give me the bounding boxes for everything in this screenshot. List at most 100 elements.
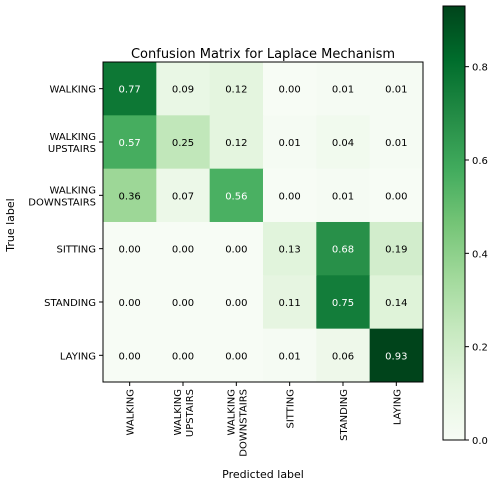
- heatmap-cell: [209, 62, 264, 116]
- cell-value-label: 0.01: [279, 138, 301, 149]
- y-tick-label: SITTING: [56, 245, 96, 256]
- heatmap-cell-labels: 0.77 0.09 0.12 0.00 0.01 0.01 0.57 0.25 0.12 0.01…: [119, 85, 408, 363]
- heatmap-cell: [156, 115, 211, 170]
- y-tick-label: WALKING UPSTAIRS: [48, 132, 96, 155]
- cell-value-label: 0.04: [332, 138, 354, 149]
- colorbar-tick-label: 0.6: [472, 156, 488, 167]
- heatmap-cell: [262, 275, 317, 330]
- cell-value-label: 0.00: [119, 245, 141, 256]
- y-axis-label: True label: [4, 198, 17, 252]
- heatmap-cell: [103, 62, 157, 116]
- cell-value-label: 0.00: [225, 351, 247, 362]
- cell-value-label: 0.07: [172, 191, 194, 202]
- colorbar-gradient: [442, 5, 466, 441]
- cell-value-label: 0.01: [332, 191, 354, 202]
- x-tick-label-group: WALKINGDOWNSTAIRS: [226, 389, 249, 457]
- heatmap-cell: [209, 115, 264, 170]
- heatmap-cell: [369, 328, 424, 383]
- heatmap-cell: [209, 168, 264, 223]
- x-tick-label: SITTING: [286, 389, 297, 429]
- cell-value-label: 0.00: [119, 298, 141, 309]
- heatmap-cell: [316, 221, 371, 276]
- cell-value-label: 0.12: [225, 85, 247, 96]
- cell-value-label: 0.19: [385, 245, 407, 256]
- x-tick-label-group: WALKINGUPSTAIRS: [173, 389, 196, 437]
- x-tick-label: WALKINGUPSTAIRS: [173, 389, 196, 437]
- y-tick-label: LAYING: [60, 351, 96, 362]
- plot-frame: [102, 61, 424, 383]
- cell-value-label: 0.36: [119, 191, 141, 202]
- cell-value-label: 0.00: [225, 245, 247, 256]
- cell-value-label: 0.00: [279, 85, 301, 96]
- x-tick-label-group: LAYING: [392, 389, 403, 425]
- heatmap-cell: [369, 221, 424, 276]
- heatmap-cell: [316, 328, 371, 383]
- cell-value-label: 0.00: [119, 351, 141, 362]
- heatmap-cell: [209, 221, 264, 276]
- heatmap-cell: [262, 328, 317, 383]
- cell-value-label: 0.01: [385, 138, 407, 149]
- cell-value-label: 0.00: [172, 245, 194, 256]
- x-tick-label: WALKING: [126, 389, 137, 436]
- heatmap-cells: [103, 62, 424, 383]
- x-tick-label-group: WALKING: [126, 389, 137, 436]
- cell-value-label: 0.56: [225, 191, 247, 202]
- heatmap-cell: [156, 221, 211, 276]
- chart-title: Confusion Matrix for Laplace Mechanism: [131, 47, 395, 62]
- heatmap-cell: [103, 221, 157, 276]
- colorbar-ticks: 0.0 0.2 0.4 0.6 0.8: [465, 63, 488, 447]
- cell-value-label: 0.68: [332, 245, 354, 256]
- colorbar-tick-label: 0.8: [472, 63, 488, 74]
- cell-value-label: 0.57: [119, 138, 141, 149]
- heatmap-cell: [316, 168, 371, 223]
- cell-value-label: 0.00: [172, 298, 194, 309]
- heatmap-cell: [103, 168, 157, 223]
- colorbar-tick-label: 0.2: [472, 343, 488, 354]
- heatmap-cell: [156, 328, 211, 383]
- cell-value-label: 0.00: [279, 191, 301, 202]
- cell-value-label: 0.11: [279, 298, 301, 309]
- heatmap-cell: [316, 115, 371, 170]
- cell-value-label: 0.00: [225, 298, 247, 309]
- x-axis-ticks: WALKING WALKINGUPSTAIRS WALKINGDOWNSTAIRS S…: [126, 381, 403, 457]
- x-axis-label: Predicted label: [222, 468, 304, 481]
- heatmap-cell: [103, 328, 157, 383]
- heatmap-cell: [103, 115, 157, 170]
- heatmap-cell: [262, 168, 317, 223]
- cell-value-label: 0.01: [332, 85, 354, 96]
- heatmap-cell: [209, 328, 264, 383]
- x-tick-label-group: SITTING: [286, 389, 297, 429]
- heatmap-cell: [316, 62, 371, 116]
- colorbar: 0.0 0.2 0.4 0.6 0.8: [442, 5, 488, 447]
- heatmap-cell: [156, 168, 211, 223]
- y-tick-label: STANDING: [44, 298, 96, 309]
- heatmap-cell: [209, 275, 264, 330]
- cell-value-label: 0.09: [172, 85, 194, 96]
- cell-value-label: 0.01: [279, 351, 301, 362]
- y-tick-label: WALKING DOWNSTAIRS: [28, 185, 96, 208]
- cell-value-label: 0.14: [385, 298, 407, 309]
- cell-value-label: 0.01: [385, 85, 407, 96]
- heatmap-cell: [103, 275, 157, 330]
- y-axis-ticks: WALKING WALKING UPSTAIRS WALKING DOWNSTAIRS S…: [28, 85, 103, 362]
- y-tick-label: WALKING: [50, 85, 97, 96]
- heatmap-cell: [262, 221, 317, 276]
- heatmap-cell: [369, 168, 424, 223]
- cell-value-label: 0.12: [225, 138, 247, 149]
- colorbar-tick-label: 0.0: [472, 436, 488, 447]
- heatmap-cell: [262, 115, 317, 170]
- heatmap-cell: [369, 115, 424, 170]
- heatmap-cell: [156, 62, 211, 116]
- heatmap-cell: [369, 275, 424, 330]
- x-tick-label: STANDING: [339, 389, 350, 441]
- cell-value-label: 0.06: [332, 351, 354, 362]
- cell-value-label: 0.75: [332, 298, 354, 309]
- x-tick-label: LAYING: [392, 389, 403, 425]
- cell-value-label: 0.13: [279, 245, 301, 256]
- cell-value-label: 0.00: [172, 351, 194, 362]
- x-tick-label: WALKINGDOWNSTAIRS: [226, 389, 249, 457]
- heatmap-cell: [156, 275, 211, 330]
- cell-value-label: 0.93: [385, 351, 407, 362]
- cell-value-label: 0.00: [385, 191, 407, 202]
